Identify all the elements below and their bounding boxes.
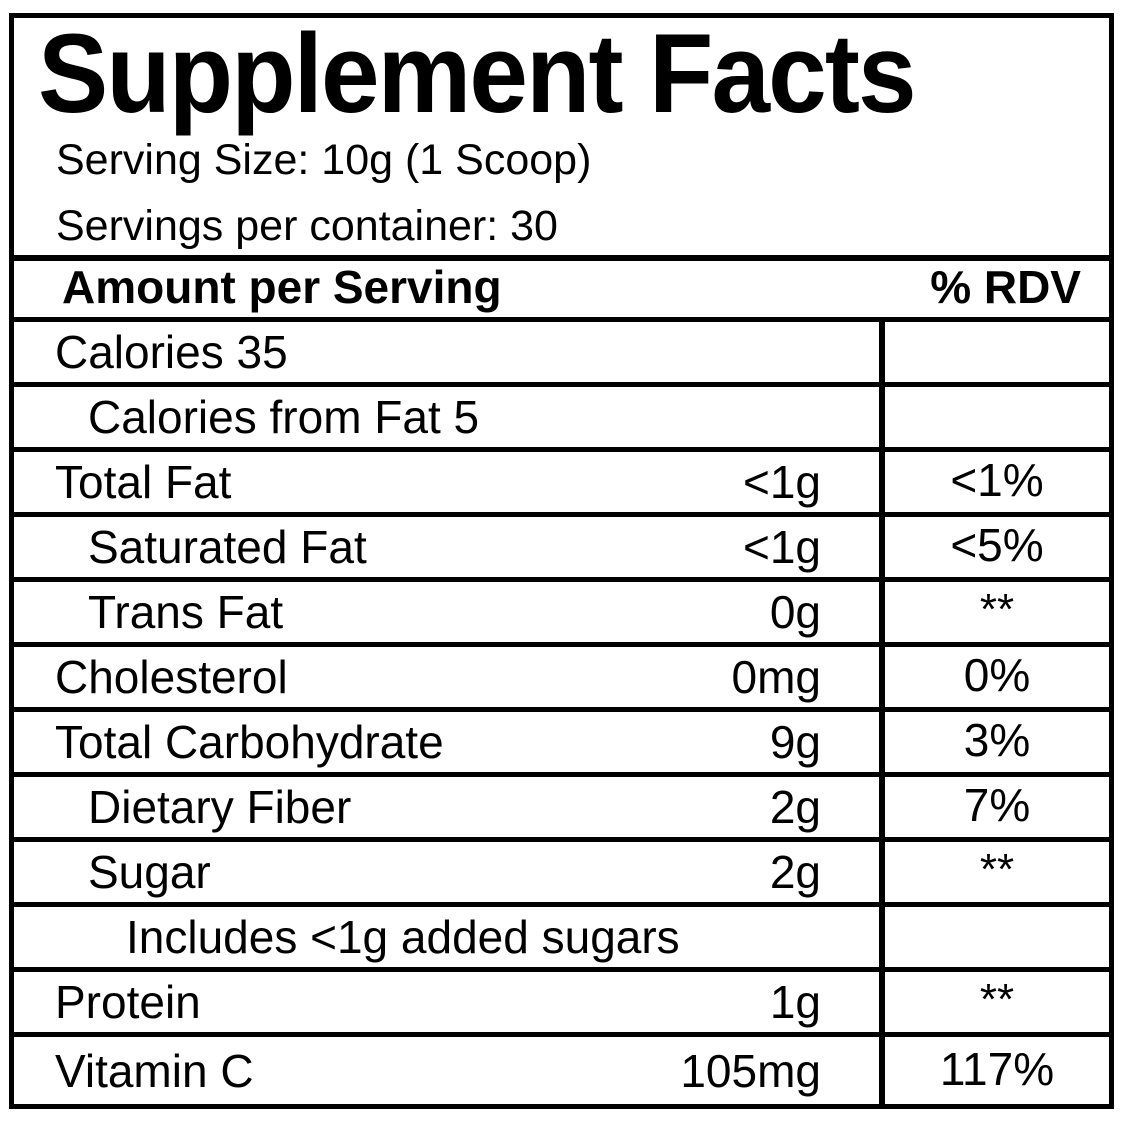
nutrient-amount: <1g xyxy=(742,456,821,508)
amount-per-serving-header: Amount per Serving xyxy=(62,261,502,313)
nutrient-name: Trans Fat xyxy=(88,586,284,638)
rdv-cell: <1% xyxy=(879,452,1109,512)
rdv-cell: 3% xyxy=(879,712,1109,772)
nutrient-name: Protein xyxy=(55,976,201,1028)
rdv-cell xyxy=(879,387,1109,447)
nutrient-name: Calories 35 xyxy=(55,326,288,378)
nutrient-amount: 9g xyxy=(769,716,821,768)
rdv-asterisks: ** xyxy=(979,585,1015,634)
nutrient-name: Total Carbohydrate xyxy=(55,716,444,768)
nutrient-amount: 105mg xyxy=(680,1044,821,1097)
table-row-trans-fat: Trans Fat 0g ** xyxy=(14,582,1109,647)
rdv-cell: ** xyxy=(879,972,1109,1032)
nutrient-name: Saturated Fat xyxy=(88,521,367,573)
label-title: Supplement Facts xyxy=(38,18,917,136)
table-row-dietary-fiber: Dietary Fiber 2g 7% xyxy=(14,777,1109,842)
table-row-cholesterol: Cholesterol 0mg 0% xyxy=(14,647,1109,712)
rdv-value: <1% xyxy=(950,454,1044,506)
servings-per-container-text: Servings per container: 30 xyxy=(56,202,558,250)
nutrient-amount: 0g xyxy=(769,586,821,638)
supplement-facts-label: Supplement Facts Serving Size: 10g (1 Sc… xyxy=(9,13,1114,1109)
nutrient-amount: 0mg xyxy=(731,651,821,703)
rdv-value: 0% xyxy=(963,649,1031,701)
rdv-cell xyxy=(879,907,1109,967)
nutrient-amount: 1g xyxy=(769,976,821,1028)
table-row-calories: Calories 35 xyxy=(14,322,1109,387)
nutrient-amount: 2g xyxy=(769,846,821,898)
rdv-cell: ** xyxy=(879,582,1109,642)
serving-size-text: Serving Size: 10g (1 Scoop) xyxy=(56,136,592,184)
nutrient-name: Vitamin C xyxy=(55,1044,254,1097)
nutrient-name: Total Fat xyxy=(55,456,232,508)
table-header-row: Amount per Serving % RDV xyxy=(14,261,1109,322)
rdv-value: 117% xyxy=(939,1042,1055,1095)
nutrient-name: Calories from Fat 5 xyxy=(88,391,480,443)
rdv-value: 7% xyxy=(963,779,1031,831)
nutrient-name: Dietary Fiber xyxy=(88,781,352,833)
rdv-cell: ** xyxy=(879,842,1109,902)
rdv-value: 3% xyxy=(963,714,1031,766)
table-row-total-fat: Total Fat <1g <1% xyxy=(14,452,1109,517)
rdv-cell xyxy=(879,322,1109,382)
rdv-cell: 0% xyxy=(879,647,1109,707)
label-header-section: Supplement Facts Serving Size: 10g (1 Sc… xyxy=(14,18,1109,261)
rdv-cell: <5% xyxy=(879,517,1109,577)
nutrient-amount: <1g xyxy=(742,521,821,573)
rdv-value: <5% xyxy=(950,519,1044,571)
nutrient-name: Cholesterol xyxy=(55,651,288,703)
rdv-cell: 117% xyxy=(879,1037,1109,1104)
table-row-vitamin-c: Vitamin C 105mg 117% xyxy=(14,1037,1109,1104)
table-row-calories-from-fat: Calories from Fat 5 xyxy=(14,387,1109,452)
nutrient-name: Sugar xyxy=(88,846,211,898)
table-row-sugar: Sugar 2g ** xyxy=(14,842,1109,907)
table-row-added-sugars: Includes <1g added sugars xyxy=(14,907,1109,972)
nutrient-amount: 2g xyxy=(769,781,821,833)
nutrient-name: Includes <1g added sugars xyxy=(126,911,680,963)
rdv-cell: 7% xyxy=(879,777,1109,837)
table-row-total-carbohydrate: Total Carbohydrate 9g 3% xyxy=(14,712,1109,777)
percent-rdv-header: % RDV xyxy=(930,261,1081,313)
rdv-asterisks: ** xyxy=(979,975,1015,1024)
table-row-saturated-fat: Saturated Fat <1g <5% xyxy=(14,517,1109,582)
table-row-protein: Protein 1g ** xyxy=(14,972,1109,1037)
rdv-asterisks: ** xyxy=(979,845,1015,894)
